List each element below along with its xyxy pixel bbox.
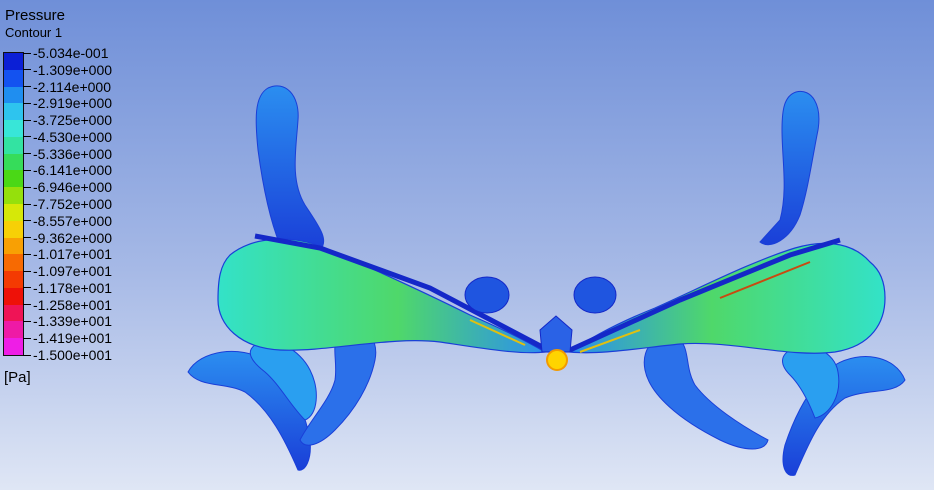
right-wing-tail-streak [579, 329, 641, 353]
tick-mark [23, 253, 31, 255]
tick-label: -1.178e+001 [33, 279, 113, 296]
colorbar-tick: -1.339e+001 [23, 313, 112, 329]
colorbar-tick: -1.097e+001 [23, 263, 112, 279]
left-lower-limb-inner [299, 326, 377, 446]
colorbar-tick: -6.141e+000 [23, 162, 112, 178]
colorbar-tick: -4.530e+000 [23, 129, 112, 145]
colorbar-band [4, 153, 23, 171]
right-wing-edge-streak [719, 261, 811, 299]
colorbar-tick: -9.362e+000 [23, 230, 112, 246]
left-wing-leading-edge [254, 233, 550, 353]
tick-mark [23, 354, 31, 356]
colorbar-ticks: -5.034e-001 -1.309e+000 -2.114e+000 -2.919e… [23, 45, 143, 363]
tick-mark [23, 186, 31, 188]
colorbar-tick: -2.114e+000 [23, 79, 111, 95]
tick-mark [23, 86, 31, 88]
colorbar-tick: -1.258e+001 [23, 297, 112, 313]
colorbar-band [4, 170, 23, 188]
central-head [539, 315, 573, 353]
right-lower-limb-outer [782, 356, 906, 476]
colorbar-tick: -6.946e+000 [23, 179, 112, 195]
tick-mark [23, 220, 31, 222]
colorbar-band [4, 271, 23, 289]
colorbar-tick: -7.752e+000 [23, 196, 112, 212]
tick-label: -6.946e+000 [33, 179, 113, 196]
tick-mark [23, 153, 31, 155]
tick-label: -1.017e+001 [33, 246, 113, 263]
left-upper-limb [255, 85, 325, 251]
colorbar-band [4, 254, 23, 272]
right-upper-limb [759, 90, 820, 246]
left-mid-limb [249, 341, 317, 421]
right-mid-limb [782, 345, 840, 419]
colorbar-band [4, 69, 23, 88]
colorbar-tick: -1.017e+001 [23, 246, 112, 262]
tick-label: -5.336e+000 [33, 145, 113, 162]
tick-label: -8.557e+000 [33, 212, 113, 229]
colorbar-tick: -1.500e+001 [23, 347, 112, 363]
tick-mark [23, 136, 31, 138]
tick-label: -1.258e+001 [33, 296, 113, 313]
tick-label: -3.725e+000 [33, 112, 113, 129]
colorbar-tick: -2.919e+000 [23, 95, 112, 111]
right-wing-leading-edge [568, 237, 841, 353]
colorbar-band [4, 120, 23, 138]
left-wing-edge-streak [469, 319, 526, 346]
colorbar-tick: -1.419e+001 [23, 330, 112, 346]
tick-label: -6.141e+000 [33, 162, 113, 179]
colorbar-band [4, 204, 23, 222]
colorbar-band [4, 136, 23, 155]
tick-label: -1.419e+001 [33, 330, 113, 347]
colorbar-band [4, 287, 23, 306]
colorbar-band [4, 321, 23, 339]
tick-label: -2.114e+000 [33, 78, 111, 95]
tick-mark [23, 203, 31, 205]
colorbar-tick: -5.336e+000 [23, 146, 112, 162]
colorbar-band [4, 338, 23, 356]
colorbar-band [4, 220, 23, 239]
tick-label: -5.034e-001 [33, 45, 109, 61]
tick-mark [23, 337, 31, 339]
tick-label: -1.500e+001 [33, 347, 113, 363]
legend-units: [Pa] [4, 369, 31, 386]
colorbar-tick: -5.034e-001 [23, 45, 109, 61]
tick-mark [23, 237, 31, 239]
colorbar-tick: -8.557e+000 [23, 213, 112, 229]
colorbar-band [4, 86, 23, 104]
right-lobe [573, 276, 617, 314]
colorbar-band [4, 53, 23, 71]
tick-label: -2.919e+000 [33, 95, 113, 112]
colorbar-band [4, 103, 23, 121]
tick-label: -7.752e+000 [33, 196, 113, 212]
tick-mark [23, 287, 31, 289]
tick-mark [23, 304, 31, 306]
colorbar-tick: -3.725e+000 [23, 112, 112, 128]
tick-mark [23, 69, 31, 71]
tick-label: -1.309e+000 [33, 61, 113, 78]
colorbar-band [4, 304, 23, 322]
central-core [546, 349, 568, 371]
right-wing [568, 242, 886, 354]
tick-mark [23, 119, 31, 121]
tick-mark [23, 270, 31, 272]
tick-mark [23, 320, 31, 322]
tick-mark [23, 52, 31, 54]
legend-subtitle: Contour 1 [5, 25, 63, 40]
tick-label: -1.339e+001 [33, 313, 113, 330]
colorbar-band [4, 237, 23, 255]
tick-mark [23, 102, 31, 104]
tick-label: -9.362e+000 [33, 229, 113, 246]
left-lobe [464, 276, 510, 314]
colorbar-band [4, 187, 23, 205]
right-lower-limb-inner [643, 336, 769, 450]
colorbar-tick: -1.178e+001 [23, 280, 112, 296]
tick-mark [23, 169, 31, 171]
colorbar-tick: -1.309e+000 [23, 62, 112, 78]
tick-label: -4.530e+000 [33, 128, 113, 145]
pressure-colorbar [3, 52, 24, 356]
tick-label: -1.097e+001 [33, 263, 113, 280]
legend-title: Pressure [5, 7, 66, 24]
